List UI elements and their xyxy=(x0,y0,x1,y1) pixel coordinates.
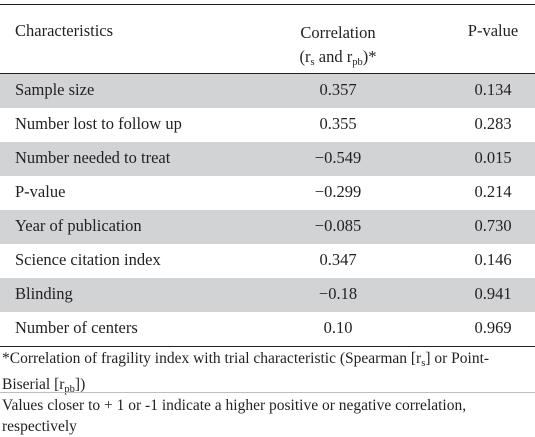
header-corr-open: (r xyxy=(299,47,311,66)
cell-characteristic: Number lost to follow up xyxy=(15,114,182,133)
header-correlation-line1: Correlation xyxy=(300,23,376,42)
table-row: P-value −0.299 0.214 xyxy=(0,176,535,210)
footnote-sub-s: s xyxy=(421,358,426,369)
header-corr-sub-s: s xyxy=(310,57,315,68)
footnote-part3: ]) xyxy=(74,376,86,393)
header-rule xyxy=(0,73,535,74)
cell-characteristic: Year of publication xyxy=(15,216,142,235)
cell-p-value: 0.015 xyxy=(474,148,512,167)
cell-correlation: 0.357 xyxy=(319,80,357,99)
cell-correlation: −0.299 xyxy=(314,182,362,201)
table-row: Science citation index 0.347 0.146 xyxy=(0,244,535,278)
cell-p-value: 0.969 xyxy=(474,318,512,337)
footnote-part1: *Correlation of fragility index with tri… xyxy=(2,350,422,367)
table-row: Sample size 0.357 0.134 xyxy=(0,74,535,108)
table-row: Number needed to treat −0.549 0.015 xyxy=(0,142,535,176)
cell-correlation: −0.18 xyxy=(318,284,358,303)
table-header: Characteristics Correlation (rs and rpb)… xyxy=(0,5,535,73)
cell-p-value: 0.941 xyxy=(474,284,512,303)
footnote-sub-pb: pb xyxy=(64,384,75,395)
header-corr-close: )* xyxy=(362,47,377,66)
cell-p-value: 0.134 xyxy=(474,80,512,99)
footnote-part2: ] or Point-Biserial [r xyxy=(2,350,490,393)
header-characteristics: Characteristics xyxy=(15,21,114,40)
bottom-rule xyxy=(0,346,535,347)
table-row: Blinding −0.18 0.941 xyxy=(0,278,535,312)
footnote-divider xyxy=(0,392,535,393)
table-row: Number lost to follow up 0.355 0.283 xyxy=(0,108,535,142)
cell-p-value: 0.283 xyxy=(474,114,512,133)
footnote-values: Values closer to + 1 or -1 indicate a hi… xyxy=(2,397,467,435)
header-correlation: Correlation (rs and rpb)* xyxy=(248,21,428,75)
cell-correlation: 0.347 xyxy=(319,250,357,269)
cell-correlation: 0.355 xyxy=(319,114,357,133)
header-correlation-line2: (rs and rpb)* xyxy=(248,45,428,75)
table-row: Number of centers 0.10 0.969 xyxy=(0,312,535,346)
cell-characteristic: Blinding xyxy=(15,284,73,303)
cell-characteristic: Sample size xyxy=(15,80,95,99)
header-corr-sub-pb: pb xyxy=(352,57,363,68)
cell-p-value: 0.730 xyxy=(474,216,512,235)
cell-characteristic: Number of centers xyxy=(15,318,138,337)
cell-correlation: −0.549 xyxy=(314,148,362,167)
header-p-value: P-value xyxy=(467,21,519,40)
footnote-correlation: *Correlation of fragility index with tri… xyxy=(2,348,532,400)
table-body: Sample size 0.357 0.134 Number lost to f… xyxy=(0,74,535,346)
table-row: Year of publication −0.085 0.730 xyxy=(0,210,535,244)
cell-characteristic: Number needed to treat xyxy=(15,148,171,167)
cell-characteristic: P-value xyxy=(15,182,66,201)
cell-correlation: −0.085 xyxy=(314,216,362,235)
cell-p-value: 0.146 xyxy=(474,250,512,269)
header-corr-mid: and r xyxy=(314,47,353,66)
cell-correlation: 0.10 xyxy=(323,318,353,337)
cell-p-value: 0.214 xyxy=(474,182,512,201)
cell-characteristic: Science citation index xyxy=(15,250,161,269)
top-rule xyxy=(0,4,535,5)
